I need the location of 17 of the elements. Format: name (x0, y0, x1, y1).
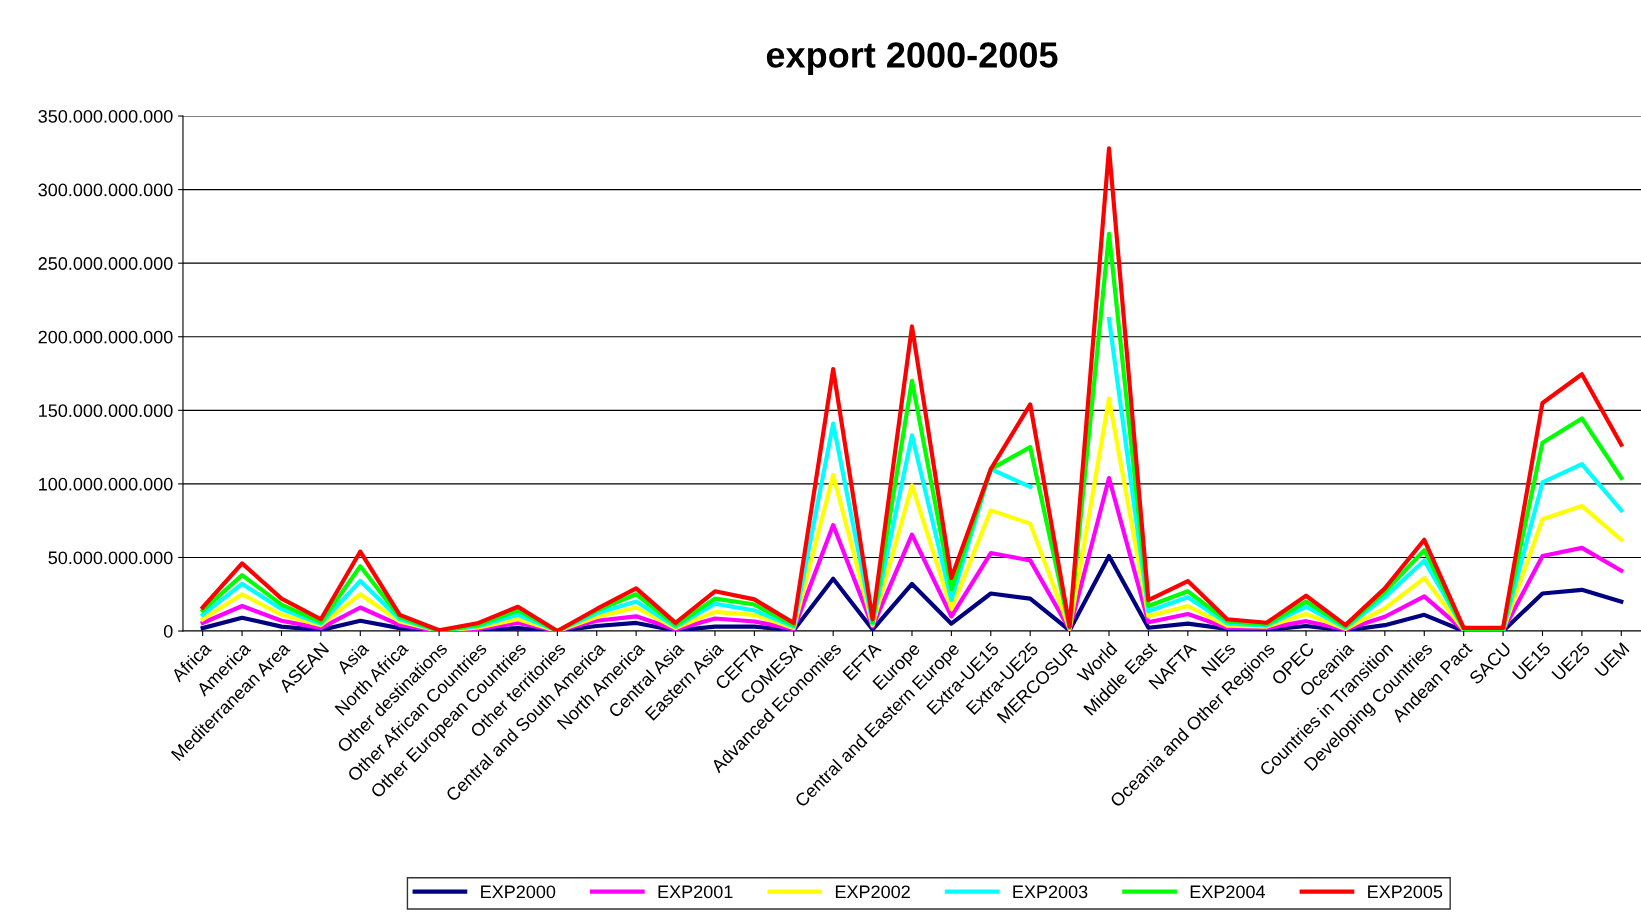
y-tick-label: 100.000.000.000 (39, 477, 173, 491)
y-tick-label: 0 (163, 624, 173, 638)
y-tick-label: 250.000.000.000 (38, 257, 173, 270)
y-tick-label: 200.000.000.000 (38, 330, 173, 344)
y-tick-label: 350.000.000.000 (38, 109, 173, 123)
legend-label: EXP2005 (1368, 885, 1443, 899)
line-series (200, 146, 1624, 632)
x-tick-label: Asia (335, 640, 370, 675)
chart-title: export 2000-2005 (766, 42, 1058, 75)
y-tick-label: 50.000.000.000 (48, 551, 173, 565)
legend-label: EXP2000 (481, 885, 556, 899)
legend-label: EXP2003 (1013, 885, 1088, 899)
y-tick-label: 150.000.000.000 (39, 404, 173, 418)
legend-label: EXP2004 (1190, 885, 1266, 899)
legend-label: EXP2002 (835, 885, 910, 899)
legend-label: EXP2001 (658, 885, 733, 899)
y-tick-label: 300.000.000.000 (38, 183, 173, 197)
